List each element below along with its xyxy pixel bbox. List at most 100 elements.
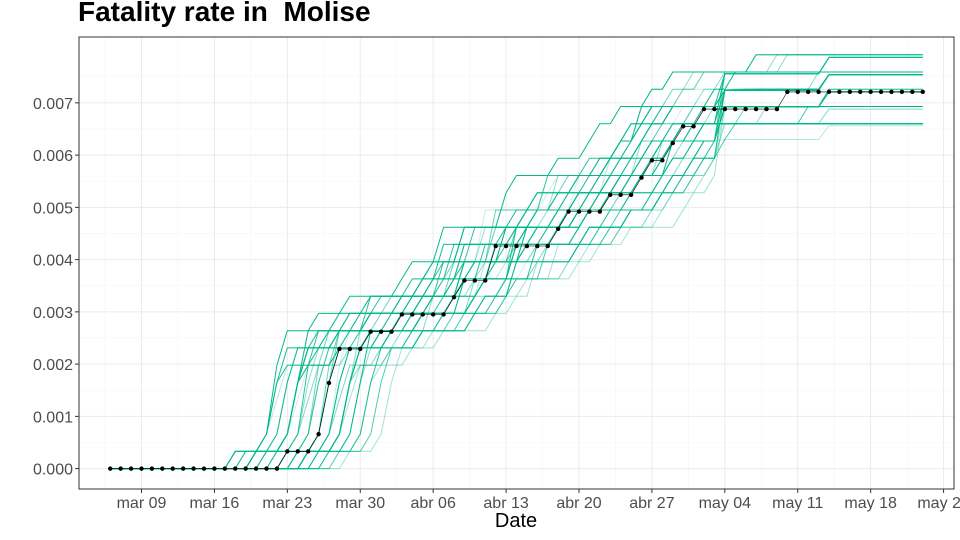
y-tick-label: 0.006 xyxy=(33,148,73,165)
data-point xyxy=(639,175,644,180)
x-tick-label: mar 23 xyxy=(262,495,312,512)
data-point xyxy=(764,106,769,112)
simulation-line xyxy=(110,91,923,470)
simulation-line xyxy=(110,74,923,470)
data-point xyxy=(910,89,915,95)
chart-title: Fatality rate in Molise xyxy=(78,0,371,27)
data-point xyxy=(160,466,165,471)
data-point xyxy=(701,106,707,112)
minor-gridlines xyxy=(79,37,954,489)
data-point xyxy=(514,243,519,249)
simulation-line xyxy=(110,74,923,470)
data-point xyxy=(180,466,186,471)
data-point xyxy=(368,329,373,334)
y-tick-label: 0.007 xyxy=(33,96,73,113)
data-point xyxy=(878,89,884,95)
x-axis: mar 09 mar 16 mar 23 mar 30 abr 06 abr 13 abr … xyxy=(117,489,960,512)
data-point xyxy=(389,329,394,334)
simulation-line xyxy=(110,71,923,470)
data-point xyxy=(108,466,113,471)
data-point xyxy=(722,106,728,112)
x-tick-label: abr 27 xyxy=(629,495,674,512)
data-point xyxy=(733,106,738,112)
data-point xyxy=(691,124,696,129)
simulation-line xyxy=(110,71,923,470)
data-point xyxy=(680,124,686,129)
simulation-line xyxy=(110,71,923,470)
y-tick-label: 0.005 xyxy=(33,200,73,217)
data-point xyxy=(222,466,228,471)
data-point xyxy=(826,89,832,95)
simulation-line xyxy=(110,106,923,470)
data-point xyxy=(837,89,842,95)
data-point xyxy=(295,449,300,454)
x-tick-label: mar 16 xyxy=(190,495,240,512)
simulation-lines xyxy=(110,54,923,470)
simulation-line xyxy=(110,74,923,470)
data-point xyxy=(805,89,811,95)
data-point xyxy=(399,312,405,317)
simulation-line xyxy=(110,91,923,470)
data-point xyxy=(618,192,623,198)
observed-line xyxy=(110,91,923,469)
data-point xyxy=(503,243,509,249)
data-point xyxy=(535,243,540,249)
data-point xyxy=(285,449,290,454)
x-tick-label: may 04 xyxy=(699,495,752,512)
simulation-line xyxy=(110,106,923,470)
data-point xyxy=(785,89,790,95)
simulation-line xyxy=(110,74,923,470)
data-point xyxy=(358,346,363,352)
simulation-line xyxy=(110,74,923,470)
data-point xyxy=(858,89,863,95)
simulation-line xyxy=(110,74,923,470)
data-point xyxy=(524,243,530,249)
data-point xyxy=(545,243,550,249)
data-point xyxy=(139,466,144,471)
data-point xyxy=(170,466,175,471)
data-point xyxy=(774,106,780,112)
x-tick-label: mar 30 xyxy=(335,495,385,512)
simulation-line xyxy=(110,74,923,470)
data-point xyxy=(753,106,759,112)
data-point xyxy=(243,466,248,471)
simulation-line xyxy=(110,91,923,470)
data-point xyxy=(493,243,498,249)
data-point xyxy=(118,466,123,471)
data-point xyxy=(868,89,873,95)
simulation-line xyxy=(110,108,923,470)
data-point xyxy=(483,278,488,283)
y-tick-label: 0.000 xyxy=(33,462,73,479)
data-point xyxy=(316,431,321,437)
data-point xyxy=(378,329,384,334)
data-point xyxy=(149,466,155,471)
data-point xyxy=(430,312,436,317)
simulation-line xyxy=(110,106,923,470)
simulation-line xyxy=(110,106,923,470)
x-tick-label: abr 06 xyxy=(410,495,455,512)
panel-border xyxy=(78,36,955,490)
observed-series xyxy=(108,89,925,471)
simulation-line xyxy=(110,106,923,470)
data-point xyxy=(410,312,415,317)
data-point xyxy=(608,192,613,198)
simulation-line xyxy=(110,71,923,470)
data-point xyxy=(253,466,259,471)
data-point xyxy=(597,209,603,214)
simulation-line xyxy=(110,74,923,470)
simulation-line xyxy=(110,106,923,470)
simulation-line xyxy=(110,91,923,470)
simulation-line xyxy=(110,106,923,470)
data-point xyxy=(201,466,207,471)
data-point xyxy=(347,346,353,352)
x-tick-label: may 11 xyxy=(772,495,823,512)
data-point xyxy=(795,89,800,95)
data-point xyxy=(326,380,332,386)
data-point xyxy=(305,449,311,454)
data-point xyxy=(920,89,925,95)
x-axis-label: Date xyxy=(494,510,538,532)
x-tick-label: abr 20 xyxy=(556,495,601,512)
data-point xyxy=(451,295,457,300)
data-point xyxy=(670,140,675,146)
